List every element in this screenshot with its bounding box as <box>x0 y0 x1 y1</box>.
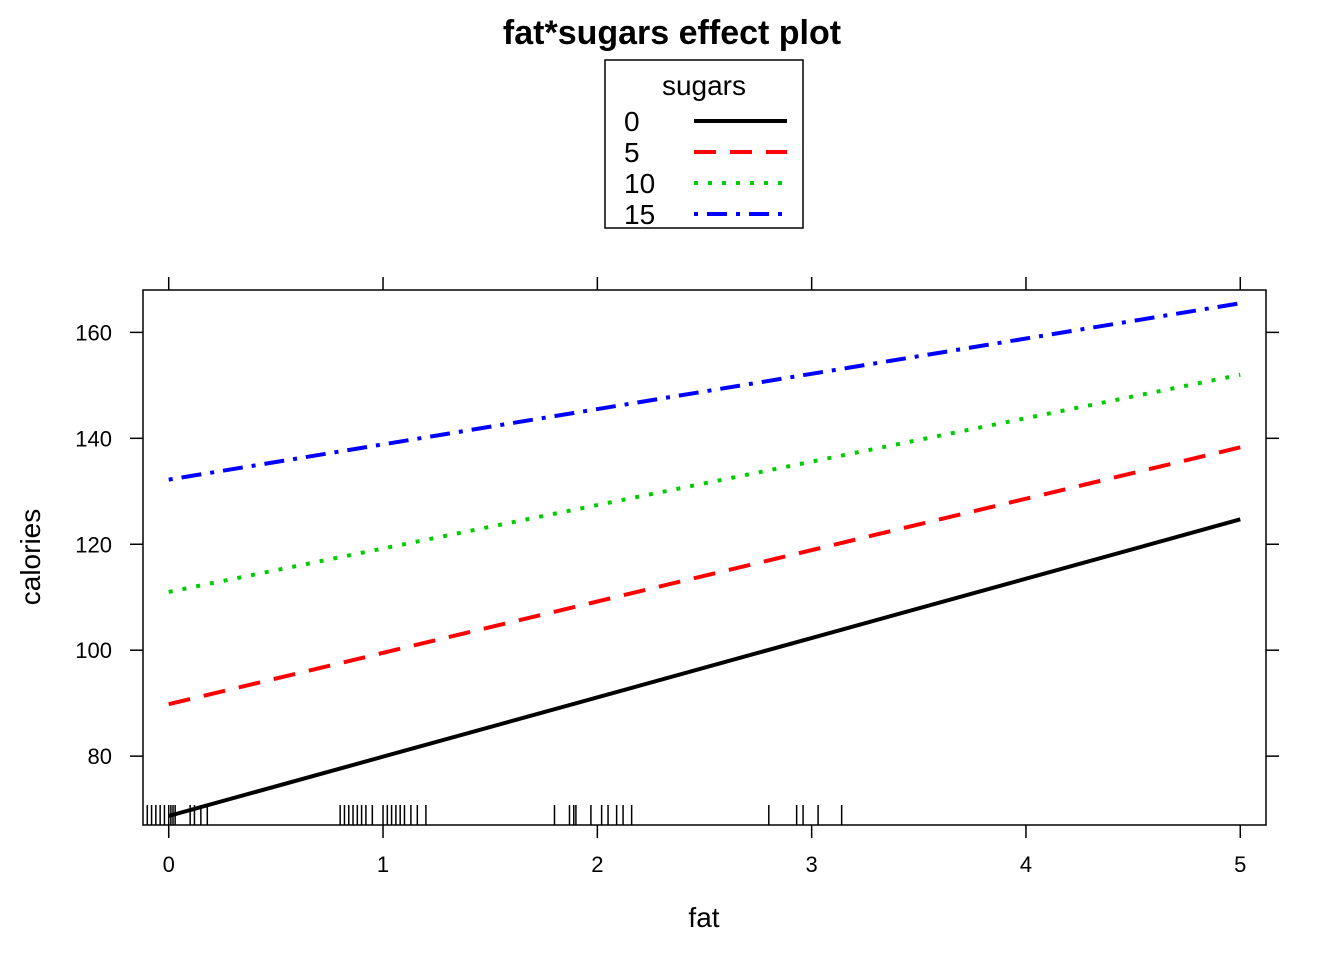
x-tick-label: 4 <box>1020 852 1032 877</box>
series-line-sugars-0 <box>168 517 1241 818</box>
y-tick-label: 140 <box>75 426 112 451</box>
legend-label-10: 10 <box>624 168 655 199</box>
x-tick-label: 1 <box>377 852 389 877</box>
plot-frame <box>142 289 1267 826</box>
x-tick-label: 2 <box>591 852 603 877</box>
series-line-sugars-5 <box>168 445 1241 707</box>
series-line-sugars-10 <box>168 372 1241 594</box>
y-tick-label: 120 <box>75 532 112 557</box>
y-axis-label: calories <box>15 509 46 605</box>
x-tick-label: 0 <box>163 852 175 877</box>
legend-title: sugars <box>662 70 746 101</box>
x-tick-label: 3 <box>806 852 818 877</box>
x-tick-label: 5 <box>1234 852 1246 877</box>
legend-label-5: 5 <box>624 137 640 168</box>
chart-title: fat*sugars effect plot <box>503 14 841 52</box>
y-tick-label: 100 <box>75 638 112 663</box>
y-tick-label: 160 <box>75 320 112 345</box>
x-axis-label: fat <box>688 902 719 933</box>
y-tick-label: 80 <box>88 744 112 769</box>
legend-label-0: 0 <box>624 106 640 137</box>
series-line-sugars-15 <box>168 301 1241 482</box>
legend-box <box>604 59 804 229</box>
legend-label-15: 15 <box>624 199 655 230</box>
